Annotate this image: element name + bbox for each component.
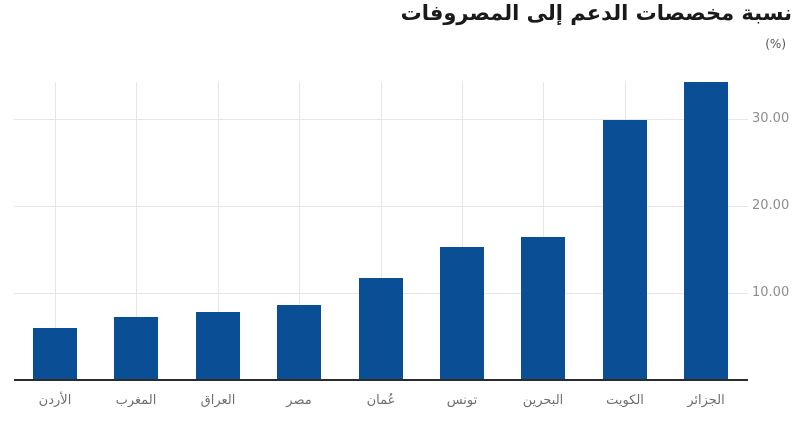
x-gridline [381, 82, 382, 380]
bar-3[interactable] [196, 312, 240, 380]
x-gridline [462, 82, 463, 380]
x-axis-category-label: الأردن [38, 393, 72, 408]
x-axis-category-label: عُمان [366, 393, 396, 408]
x-gridline [218, 82, 219, 380]
x-gridline [136, 82, 137, 380]
chart-title: نسبة مخصصات الدعم إلى المصروفات [400, 1, 792, 25]
y-gridline [14, 206, 747, 207]
x-axis-category-label: مصر [286, 393, 312, 408]
x-axis-category-label: المغرب [115, 393, 157, 408]
bar-1[interactable] [33, 328, 77, 380]
bar-2[interactable] [114, 317, 158, 380]
x-gridline [543, 82, 544, 380]
y-axis-unit-label: (%) [765, 37, 786, 51]
x-gridline [299, 82, 300, 380]
y-axis-tick [740, 293, 748, 294]
x-axis-category-label: الجزائر [687, 393, 725, 408]
bar-9[interactable] [684, 82, 728, 380]
x-axis-category-label: العراق [200, 393, 236, 408]
x-axis-category-label: البحرين [522, 393, 564, 408]
bar-8[interactable] [603, 120, 647, 380]
bar-5[interactable] [359, 278, 403, 380]
bar-7[interactable] [521, 237, 565, 380]
y-axis-tick [740, 206, 748, 207]
x-gridline [55, 82, 56, 380]
y-axis-tick-label: 10.00 [752, 285, 790, 300]
bar-6[interactable] [440, 247, 484, 380]
x-axis-category-label: تونس [446, 393, 478, 408]
bar-4[interactable] [277, 305, 321, 380]
y-axis-tick-label: 30.00 [752, 111, 790, 126]
x-axis-category-label: الكويت [606, 393, 644, 408]
y-axis-tick-label: 20.00 [752, 198, 790, 213]
y-axis-tick [740, 119, 748, 120]
y-gridline [14, 119, 747, 120]
x-axis-line [14, 379, 748, 381]
